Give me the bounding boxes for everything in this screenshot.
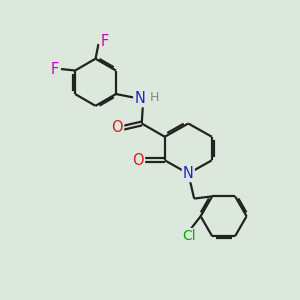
Text: O: O: [132, 153, 144, 168]
Text: N: N: [134, 91, 145, 106]
Text: F: F: [50, 61, 59, 76]
Text: N: N: [183, 166, 194, 181]
Text: H: H: [150, 92, 159, 104]
Text: O: O: [112, 120, 123, 135]
Text: Cl: Cl: [182, 229, 196, 243]
Text: F: F: [101, 34, 109, 49]
